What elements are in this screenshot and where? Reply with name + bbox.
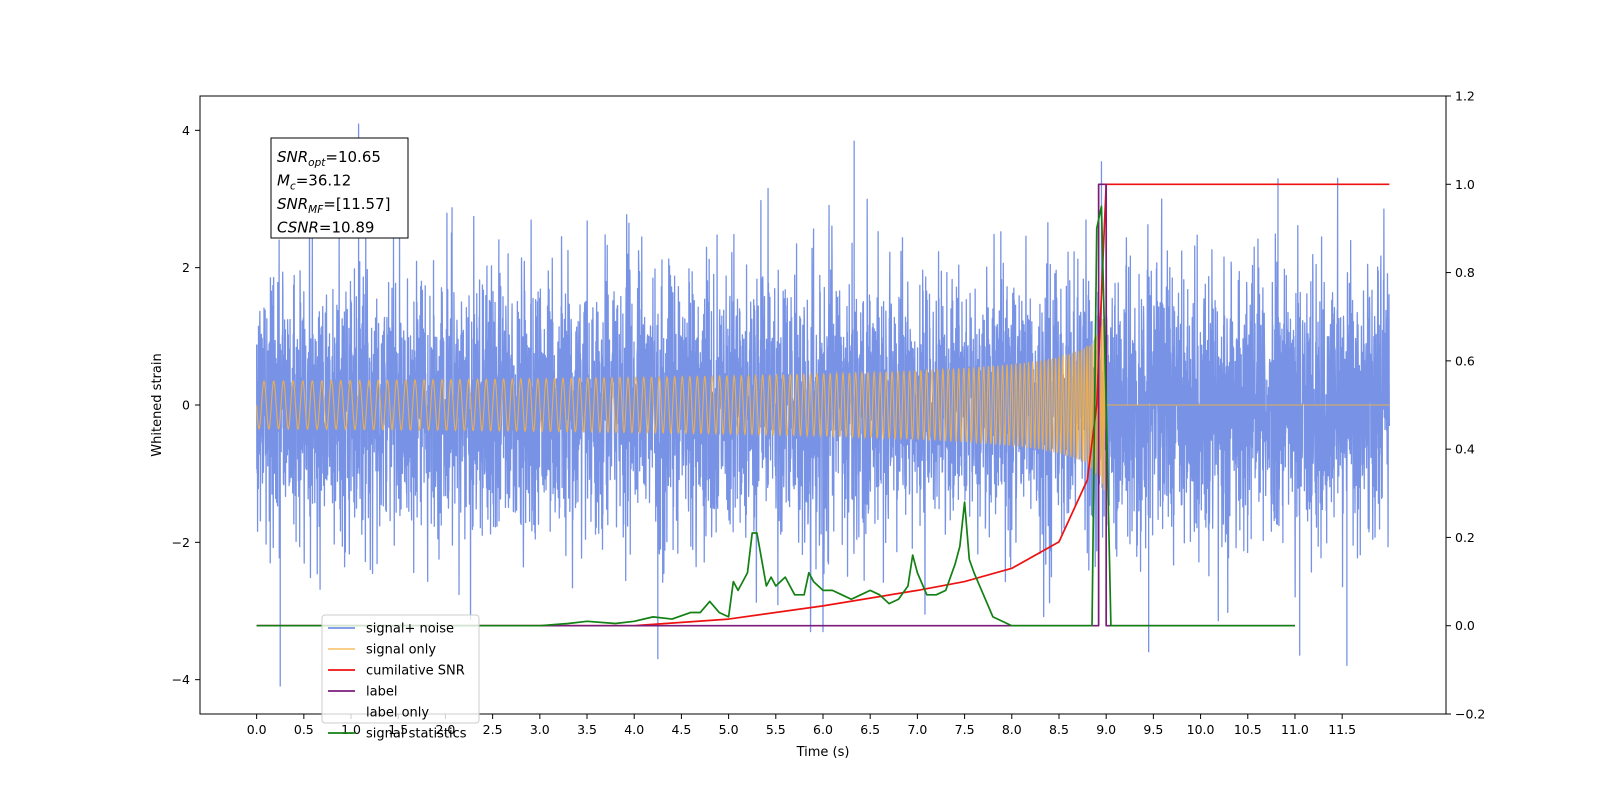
annotation-line: Mc=36.12	[277, 172, 351, 193]
right-y-axis-ticks: 1.2 1.0 0.8 0.6 0.4 0.2 0.0 −0.2	[1446, 89, 1485, 722]
annotation-value: =[11.57]	[323, 195, 390, 213]
annotation-line: SNRMF=[11.57]	[277, 195, 391, 216]
stats-annotation-box: SNRopt=10.65Mc=36.12SNRMF=[11.57]CSNR=10…	[270, 137, 409, 239]
annotation-symbol: SNR	[277, 195, 308, 213]
left-y-tick-label: 4	[182, 123, 190, 138]
annotation-symbol: CSNR	[277, 219, 319, 237]
legend-label-cumilative-snr: cumilative SNR	[366, 664, 465, 679]
x-tick-label: 3.5	[577, 722, 597, 737]
annotation-line: SNRopt=10.65	[277, 148, 381, 169]
right-y-tick-label: 1.0	[1455, 177, 1475, 192]
right-y-tick-label: −0.2	[1455, 707, 1485, 722]
legend-label-signal-noise: signal+ noise	[366, 622, 454, 637]
left-y-tick-label: −4	[172, 672, 190, 687]
x-tick-label: 8.0	[1002, 722, 1022, 737]
annotation-value: =10.65	[325, 148, 381, 166]
right-y-tick-label: 0.0	[1455, 618, 1475, 633]
x-tick-label: 11.5	[1328, 722, 1356, 737]
annotation-symbol: SNR	[277, 148, 308, 166]
left-y-tick-label: −2	[172, 535, 190, 550]
series-signal-only-line	[256, 319, 1390, 491]
annotation-value: =10.89	[319, 219, 375, 237]
annotation-subscript: opt	[308, 157, 326, 169]
x-axis-ticks: 0.0 0.5 1.0 1.5 2.0 2.5 3.0 3.5 4.0 4.5 5.0 5.5 6.0 6…	[247, 714, 1356, 737]
left-y-axis-label: Whitened strain	[150, 353, 165, 456]
annotation-symbol: M	[277, 172, 290, 190]
left-y-tick-label: 2	[182, 260, 190, 275]
left-y-axis-ticks: 4 2 0 −2 −4	[172, 123, 200, 687]
right-y-tick-label: 0.6	[1455, 353, 1475, 368]
annotation-line: CSNR=10.89	[277, 219, 374, 237]
x-tick-label: 7.0	[907, 722, 927, 737]
right-y-tick-label: 0.2	[1455, 530, 1475, 545]
x-tick-label: 9.0	[1096, 722, 1116, 737]
x-tick-label: 1.0	[341, 722, 361, 737]
x-tick-label: 0.5	[294, 722, 314, 737]
x-tick-label: 10.0	[1187, 722, 1215, 737]
legend-frame	[321, 614, 480, 724]
x-tick-label: 5.0	[719, 722, 739, 737]
x-tick-label: 2.5	[483, 722, 503, 737]
right-y-tick-label: 0.4	[1455, 442, 1475, 457]
annotation-frame	[270, 137, 409, 239]
legend-label-signal-statistics: signal statistics	[366, 727, 467, 742]
x-tick-label: 3.0	[530, 722, 550, 737]
legend: signal+ noise signal only cumilative SNR la…	[321, 614, 480, 742]
right-y-tick-label: 1.2	[1455, 89, 1475, 104]
x-tick-label: 7.5	[955, 722, 975, 737]
x-tick-label: 9.5	[1143, 722, 1163, 737]
x-tick-label: 6.5	[860, 722, 880, 737]
x-tick-label: 10.5	[1234, 722, 1262, 737]
annotation-value: =36.12	[296, 172, 352, 190]
legend-label-label: label	[366, 685, 397, 700]
x-axis-label: Time (s)	[796, 745, 850, 760]
x-tick-label: 4.5	[671, 722, 691, 737]
legend-label-label-only: label only	[366, 706, 429, 721]
series-signal-statistics-line	[256, 205, 1295, 627]
right-y-tick-label: 0.8	[1455, 265, 1475, 280]
x-tick-label: 2.0	[435, 722, 455, 737]
x-tick-label: 5.5	[766, 722, 786, 737]
x-tick-label: 11.0	[1281, 722, 1309, 737]
annotation-subscript: c	[290, 181, 296, 193]
x-tick-label: 8.5	[1049, 722, 1069, 737]
x-tick-label: 6.0	[813, 722, 833, 737]
x-tick-label: 1.5	[388, 722, 408, 737]
x-tick-label: 0.0	[247, 722, 267, 737]
legend-label-signal-only: signal only	[366, 643, 436, 658]
left-y-tick-label: 0	[182, 398, 190, 413]
x-tick-label: 4.0	[624, 722, 644, 737]
series-layer	[255, 123, 1391, 687]
annotation-subscript: MF	[308, 204, 324, 216]
